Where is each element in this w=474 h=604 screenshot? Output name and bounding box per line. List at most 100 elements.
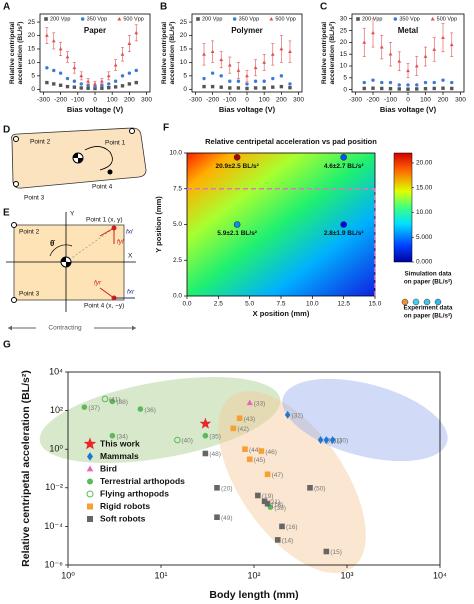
x-tick-label: 7.5	[276, 301, 285, 308]
legend-label: Soft robots	[100, 513, 146, 523]
colorbar-tick-label: 10.00	[416, 209, 433, 216]
y-tick-label: 20	[340, 39, 348, 46]
x-tick-label: 15.0	[369, 301, 382, 308]
x-tick-label: -200	[54, 97, 67, 104]
marker	[65, 76, 70, 81]
marker	[219, 74, 223, 78]
value-label: 4.6±2.7 BL/s²	[324, 163, 365, 170]
panel-label: G	[3, 340, 11, 351]
force-arrow	[99, 287, 115, 299]
point-label: (36)	[144, 407, 156, 414]
x-tick-label: 100	[420, 97, 431, 104]
experiment-point	[340, 221, 347, 228]
x-tick-label: 300	[455, 97, 466, 104]
y-tick-label: 10.0	[169, 150, 182, 157]
point-label: (31)	[325, 438, 337, 445]
legend-label: 350 Vpp	[87, 16, 108, 22]
legend-swatch	[423, 298, 431, 306]
marker	[388, 86, 393, 91]
marker	[100, 79, 104, 83]
legend-label: Flying arthopods	[100, 488, 169, 498]
x-tick-label: 0.0	[182, 301, 191, 308]
joint-fill	[61, 257, 71, 267]
marker	[246, 399, 253, 406]
y-tick-label: 10	[340, 63, 348, 70]
x-tick-label: 300	[293, 97, 304, 104]
point-label: Point 2	[30, 139, 51, 146]
marker	[362, 80, 366, 85]
marker	[109, 432, 116, 439]
point-label: (30)	[337, 438, 349, 445]
marker	[72, 85, 77, 89]
marker	[107, 85, 111, 90]
marker	[210, 71, 215, 75]
y-tick-label: 5	[31, 73, 35, 80]
legend-label: This work	[100, 438, 140, 448]
marker	[288, 49, 292, 54]
marker	[210, 49, 215, 54]
diagram-e: E Point 2 Point 1 (x, y) Point 3 Point 4…	[3, 208, 136, 332]
point-marker	[107, 169, 113, 175]
marker	[380, 86, 384, 91]
y-tick-label: 10⁻⁶	[45, 559, 64, 569]
y-tick-label: 30	[340, 15, 348, 22]
force-label: fyl	[117, 239, 124, 246]
marker	[58, 46, 63, 51]
marker	[107, 82, 111, 86]
y-tick-label: 5	[343, 75, 347, 82]
legend-swatch	[401, 298, 409, 306]
marker	[109, 398, 116, 405]
arrow-head	[8, 325, 12, 331]
marker	[253, 86, 258, 90]
marker	[202, 52, 206, 56]
marker	[228, 86, 232, 90]
marker	[52, 68, 56, 73]
marker	[274, 537, 281, 543]
marker	[246, 456, 253, 463]
x-axis-label: Bias voltage (V)	[380, 105, 437, 114]
marker	[323, 548, 330, 555]
panel-label: A	[3, 2, 10, 13]
x-tick-label: -100	[223, 97, 236, 104]
colorbar	[393, 152, 413, 263]
marker	[262, 79, 266, 83]
marker	[242, 446, 248, 452]
marker	[202, 84, 206, 89]
legend-label: Bird	[100, 463, 117, 473]
legend-label: on paper (BL/s²)	[404, 313, 452, 320]
group-ellipse	[282, 378, 448, 462]
legend-label: 200 Vpp	[362, 16, 383, 22]
marker	[397, 59, 402, 63]
y-tick-label: 15	[340, 51, 348, 58]
force-label: fyr	[94, 280, 102, 287]
marker	[72, 79, 77, 83]
marker	[423, 86, 428, 91]
marker	[362, 40, 367, 44]
y-axis-label: Relative centripetal	[321, 22, 328, 84]
x-axis-label: X position (mm)	[253, 309, 310, 318]
marker	[397, 83, 401, 87]
marker	[415, 83, 419, 87]
y-axis-label: acceleration (BL/s²)	[169, 21, 176, 84]
marker	[430, 16, 435, 21]
point-label: (47)	[272, 472, 284, 479]
x-tick-label: -300	[37, 97, 50, 104]
y-tick-label: 25	[180, 19, 188, 26]
marker	[236, 415, 243, 422]
marker	[79, 86, 83, 90]
marker	[65, 84, 70, 89]
colorbar-tick-label: 20.00	[416, 160, 433, 167]
legend-label: 350 Vpp	[239, 16, 260, 22]
marker	[269, 16, 274, 21]
marker	[379, 45, 384, 49]
chart-title: Polymer	[231, 26, 263, 35]
marker	[86, 490, 94, 498]
y-tick-label: 5.0	[173, 221, 182, 228]
marker	[232, 17, 237, 21]
marker	[219, 57, 224, 62]
x-tick-label: 10²	[247, 570, 260, 580]
legend-label: 500 Vpp	[437, 16, 458, 22]
x-tick-label: -100	[384, 97, 397, 104]
marker	[127, 82, 132, 86]
